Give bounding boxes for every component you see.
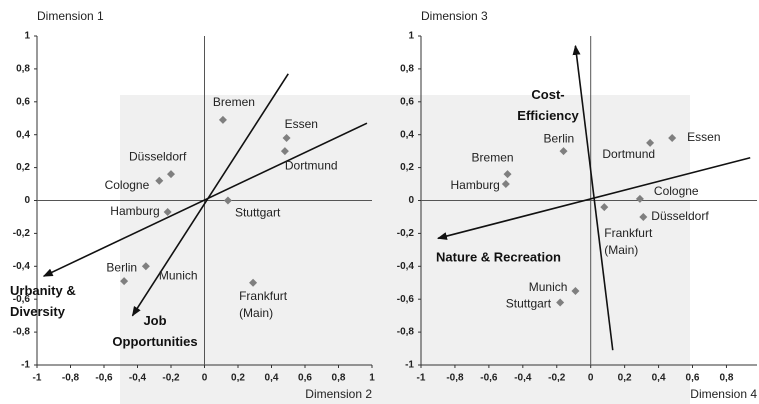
y-tick-label: 0,6 bbox=[400, 96, 414, 107]
y-tick-label: 1 bbox=[408, 31, 414, 42]
x-tick-label: -0,6 bbox=[480, 373, 498, 384]
x-tick-label: -0,8 bbox=[446, 373, 464, 384]
y-tick-label: 0,4 bbox=[400, 129, 414, 140]
y-tick-label: -0,8 bbox=[397, 327, 415, 338]
y-tick-label: 0,8 bbox=[16, 64, 30, 75]
arrow-label: Nature & Recreation bbox=[436, 249, 561, 264]
page: -1 -0,8 -0,6 -0,4 -0,2 0 0,2 0,4 0,6 0,8 1 -1 -0,8 -0… bbox=[0, 0, 759, 404]
x-tick-label: 0,8 bbox=[720, 373, 734, 384]
point-label: Dortmund bbox=[285, 158, 338, 172]
x-tick-label: 0,2 bbox=[231, 373, 245, 384]
y-tick-label: 0,2 bbox=[400, 162, 414, 173]
x-tick-label: -0,2 bbox=[548, 373, 566, 384]
x-tick-label: 0 bbox=[202, 373, 208, 384]
x-tick-label: -0,4 bbox=[129, 373, 147, 384]
y-tick-label: -0,6 bbox=[397, 294, 415, 305]
x-tick-label: -1 bbox=[417, 373, 426, 384]
point-label: Munich bbox=[159, 268, 198, 282]
point-label: Berlin bbox=[544, 131, 575, 145]
x-tick-label: -1 bbox=[33, 373, 42, 384]
x-tick-label: 0,8 bbox=[332, 373, 346, 384]
point-label: Düsseldorf bbox=[129, 149, 187, 163]
x-tick-label: 0 bbox=[588, 373, 594, 384]
y-tick-label: 0,6 bbox=[16, 96, 30, 107]
y-tick-label: -0,4 bbox=[13, 261, 31, 272]
point-label: Düsseldorf bbox=[651, 209, 709, 223]
y-axis-title: Dimension 1 bbox=[37, 9, 104, 23]
y-tick-label: 0,4 bbox=[16, 129, 30, 140]
point-label: Hamburg bbox=[110, 204, 159, 218]
x-axis-title: Dimension 4 bbox=[690, 387, 757, 401]
y-tick-label: -1 bbox=[21, 360, 30, 371]
y-tick-label: -1 bbox=[405, 360, 414, 371]
x-tick-label: 0,4 bbox=[265, 373, 279, 384]
x-tick-label: 0,2 bbox=[618, 373, 632, 384]
y-tick-label: -0,8 bbox=[13, 327, 31, 338]
point-label: Stuttgart bbox=[506, 297, 552, 311]
y-tick-label: -0,2 bbox=[397, 228, 415, 239]
point-label: Hamburg bbox=[450, 178, 499, 192]
y-tick-label: -0,4 bbox=[397, 261, 415, 272]
y-tick-label: 1 bbox=[24, 31, 30, 42]
x-tick-label: 0,6 bbox=[298, 373, 312, 384]
y-tick-label: 0 bbox=[408, 195, 414, 206]
point-label: Berlin bbox=[106, 260, 137, 274]
point-label: Cologne bbox=[654, 184, 699, 198]
x-tick-label: -0,4 bbox=[514, 373, 532, 384]
y-tick-label: 0,8 bbox=[400, 64, 414, 75]
x-tick-label: -0,6 bbox=[95, 373, 113, 384]
point-label: Stuttgart bbox=[235, 206, 281, 220]
y-tick-label: -0,2 bbox=[13, 228, 31, 239]
x-tick-label: 1 bbox=[369, 373, 375, 384]
y-tick-label: 0 bbox=[24, 195, 30, 206]
x-tick-label: 0,4 bbox=[652, 373, 666, 384]
point-label: Cologne bbox=[105, 178, 150, 192]
point-label: Essen bbox=[285, 117, 318, 131]
y-axis-title: Dimension 3 bbox=[421, 9, 488, 23]
x-axis-title: Dimension 2 bbox=[305, 387, 372, 401]
point-label: Bremen bbox=[472, 150, 514, 164]
point-label: Munich bbox=[529, 280, 568, 294]
x-tick-label: 0,6 bbox=[686, 373, 700, 384]
point-label: Essen bbox=[687, 130, 720, 144]
x-tick-label: -0,2 bbox=[162, 373, 180, 384]
x-tick-label: -0,8 bbox=[62, 373, 80, 384]
point-label: Dortmund bbox=[602, 147, 655, 161]
y-tick-label: 0,2 bbox=[16, 162, 30, 173]
point-label: Bremen bbox=[213, 95, 255, 109]
